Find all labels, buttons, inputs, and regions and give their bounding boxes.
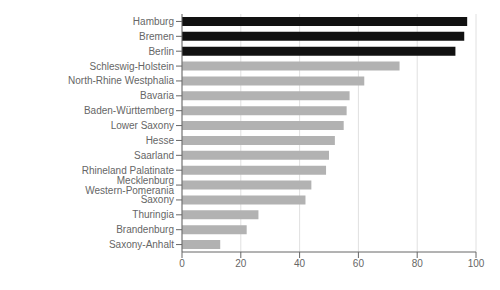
svg-text:Lower Saxony: Lower Saxony xyxy=(111,120,174,131)
svg-text:Saxony-Anhalt: Saxony-Anhalt xyxy=(109,239,174,250)
svg-text:0: 0 xyxy=(179,258,185,269)
svg-text:Bremen: Bremen xyxy=(139,31,174,42)
svg-text:Bavaria: Bavaria xyxy=(140,90,174,101)
svg-text:MecklenburgWestern-Pomerania: MecklenburgWestern-Pomerania xyxy=(85,175,174,196)
svg-text:Baden-Württemberg: Baden-Württemberg xyxy=(84,105,174,116)
svg-text:Schleswig-Holstein: Schleswig-Holstein xyxy=(90,61,174,72)
svg-text:Thuringia: Thuringia xyxy=(132,209,174,220)
svg-text:Hesse: Hesse xyxy=(146,135,175,146)
svg-text:40: 40 xyxy=(294,258,306,269)
svg-text:Saxony: Saxony xyxy=(141,194,174,205)
svg-text:North-Rhine Westphalia: North-Rhine Westphalia xyxy=(68,75,174,86)
svg-text:60: 60 xyxy=(353,258,365,269)
svg-text:Brandenburg: Brandenburg xyxy=(116,224,174,235)
svg-text:Hamburg: Hamburg xyxy=(133,16,174,27)
svg-text:Saarland: Saarland xyxy=(134,150,174,161)
svg-text:Rhineland Palatinate: Rhineland Palatinate xyxy=(82,165,175,176)
svg-text:100: 100 xyxy=(468,258,485,269)
svg-text:20: 20 xyxy=(235,258,247,269)
svg-text:80: 80 xyxy=(412,258,424,269)
svg-text:Berlin: Berlin xyxy=(148,46,174,57)
